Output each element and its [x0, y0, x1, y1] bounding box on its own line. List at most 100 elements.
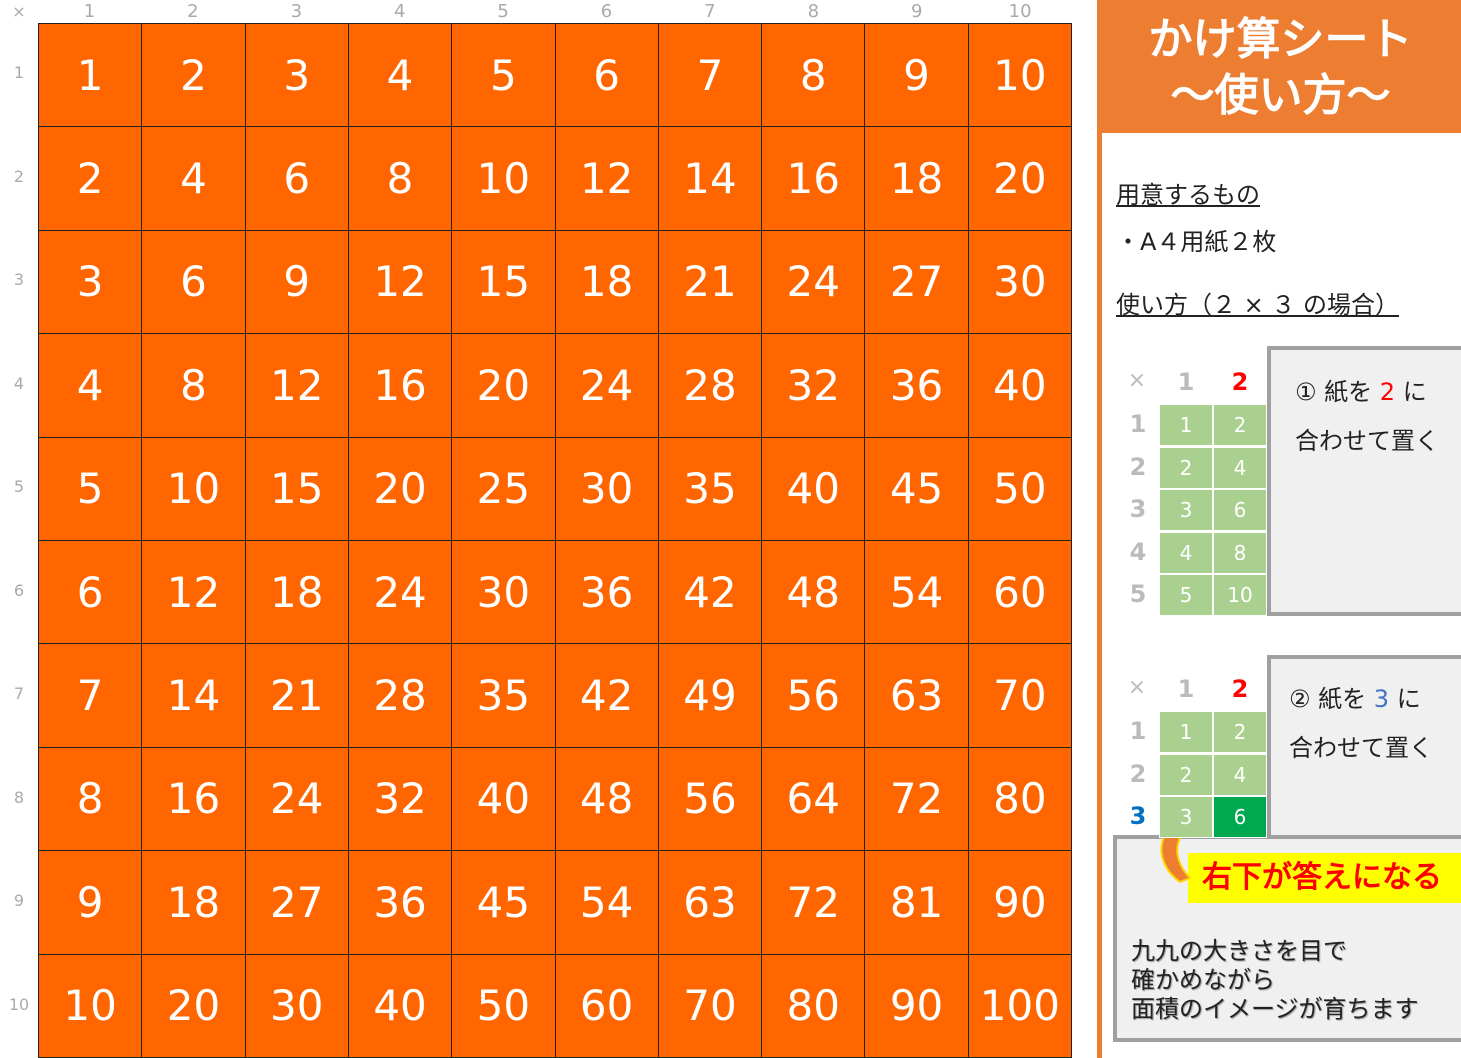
column-header: 6	[600, 1, 613, 22]
table-cell: 81	[865, 851, 969, 955]
row-header: 5	[13, 477, 25, 496]
example-col-header: 2	[1231, 368, 1249, 396]
table-cell: 8	[39, 747, 143, 852]
table-cell: 16	[762, 127, 866, 231]
step2-suffix: に	[1389, 685, 1421, 713]
example-col-header: 2	[1231, 675, 1249, 703]
table-cell: 30	[245, 954, 349, 1058]
table-cell: 30	[452, 541, 556, 645]
example-cell: 6	[1213, 489, 1267, 531]
example-row-header: 2	[1129, 759, 1147, 788]
example-cell: 4	[1213, 446, 1267, 489]
table-cell: 21	[245, 644, 349, 748]
table-cell: 2	[142, 24, 246, 128]
table-cell: 56	[762, 644, 866, 748]
table-cell: 15	[452, 230, 556, 335]
example-row-header: 3	[1129, 495, 1147, 523]
table-cell: 8	[762, 24, 866, 128]
column-header: 1	[83, 1, 96, 22]
instructions-panel	[1097, 0, 1461, 1058]
table-cell: 24	[762, 230, 866, 335]
table-cell: 30	[968, 230, 1072, 335]
example-cell: 2	[1213, 404, 1267, 446]
table-cell: 70	[968, 644, 1072, 748]
table-cell: 6	[39, 541, 143, 645]
note-line1: 九九の大きさを目で	[1131, 937, 1347, 965]
row-header: 9	[13, 891, 25, 910]
table-cell: 18	[865, 127, 969, 231]
table-cell: 10	[142, 437, 246, 541]
table-cell: 60	[555, 954, 659, 1058]
table-cell: 18	[142, 851, 246, 955]
table-cell: 24	[348, 541, 453, 645]
example-cell: 2	[1159, 753, 1213, 796]
table-cell: 24	[245, 747, 349, 852]
table-cell: 54	[555, 851, 659, 955]
table-cell: 28	[658, 334, 763, 438]
table-cell: 49	[658, 644, 763, 748]
table-cell: 28	[348, 644, 453, 748]
table-cell: 14	[142, 644, 246, 748]
table-cell: 45	[452, 851, 556, 955]
example-row-header: 3	[1129, 802, 1147, 830]
table-cell: 80	[762, 954, 866, 1058]
step2-box: ② 紙を 3 に 合わせて置く	[1267, 655, 1461, 840]
table-cell: 5	[39, 437, 143, 541]
table-cell: 16	[348, 334, 453, 438]
table-cell: 40	[348, 954, 453, 1058]
table-cell: 20	[968, 127, 1072, 231]
table-cell: 35	[658, 437, 763, 541]
table-cell: 20	[348, 437, 453, 541]
step1-number: 2	[1379, 378, 1396, 406]
example-cell: 6	[1213, 796, 1267, 838]
table-cell: 63	[658, 851, 763, 955]
table-cell: 100	[968, 954, 1072, 1058]
row-header: 2	[13, 166, 25, 186]
table-cell: 12	[555, 127, 659, 231]
step1-suffix: に	[1395, 378, 1427, 406]
table-cell: 3	[39, 230, 143, 335]
note-line2: 確かめながら	[1131, 966, 1275, 994]
table-cell: 2	[39, 127, 143, 231]
table-cell: 7	[39, 644, 143, 748]
table-cell: 8	[142, 334, 246, 438]
table-cell: 36	[555, 541, 659, 645]
table-cell: 36	[865, 334, 969, 438]
example-row-header: 1	[1129, 717, 1147, 745]
column-header: 3	[290, 1, 303, 22]
table-cell: 60	[968, 541, 1072, 645]
example-row-header: 4	[1129, 537, 1147, 566]
needs-item: ・A４用紙２枚	[1116, 228, 1277, 256]
table-cell: 9	[245, 230, 349, 335]
table-cell: 72	[762, 851, 866, 955]
table-cell: 3	[245, 24, 349, 128]
example-row-header: 2	[1129, 452, 1147, 481]
table-cell: 90	[865, 954, 969, 1058]
step1-line2: 合わせて置く	[1295, 427, 1439, 455]
table-cell: 35	[452, 644, 556, 748]
table-cell: 4	[39, 334, 143, 438]
table-cell: 40	[452, 747, 556, 852]
row-header: 1	[13, 63, 25, 82]
table-cell: 10	[39, 954, 143, 1058]
example-cell: 10	[1213, 574, 1267, 616]
table-cell: 70	[658, 954, 763, 1058]
table-cell: 1	[39, 24, 143, 128]
column-header: 5	[497, 1, 509, 22]
table-cell: 36	[348, 851, 453, 955]
table-cell: 64	[762, 747, 866, 852]
table-cell: 21	[658, 230, 763, 335]
table-cell: 45	[865, 437, 969, 541]
note-line3: 面積のイメージが育ちます	[1131, 995, 1419, 1023]
table-cell: 32	[348, 747, 453, 852]
step1-text: ① 紙を	[1295, 378, 1380, 406]
example-col-header: 1	[1177, 368, 1195, 396]
example-cell: 1	[1159, 711, 1213, 753]
table-cell: 90	[968, 851, 1072, 955]
table-cell: 32	[762, 334, 866, 438]
table-cell: 42	[658, 541, 763, 645]
table-cell: 18	[555, 230, 659, 335]
step2-number: 3	[1373, 685, 1390, 713]
table-cell: 16	[142, 747, 246, 852]
table-cell: 48	[762, 541, 866, 645]
